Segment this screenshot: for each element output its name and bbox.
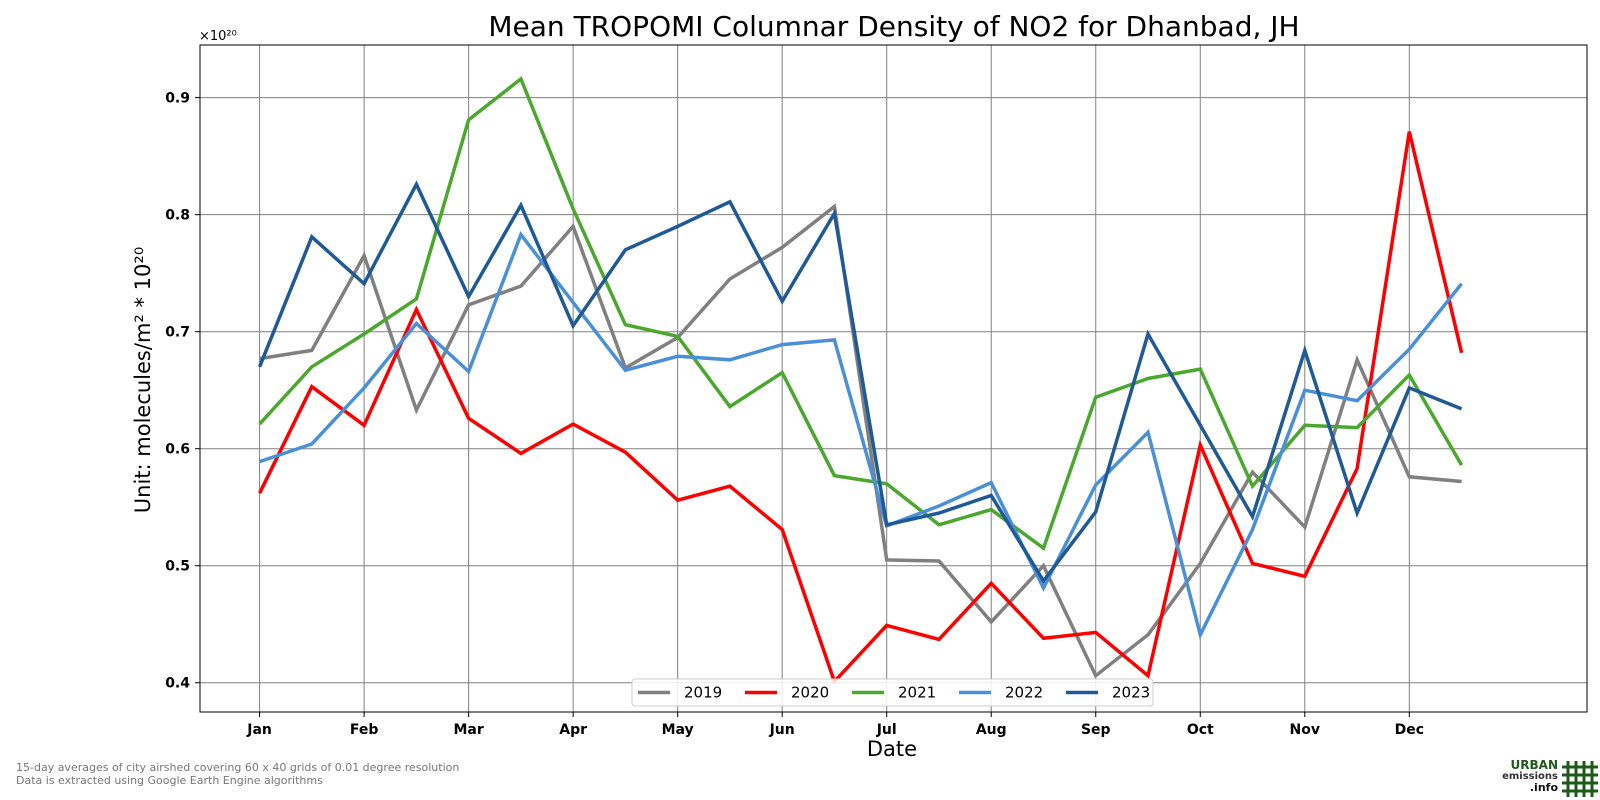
chart-title: Mean TROPOMI Columnar Density of NO2 for…: [488, 10, 1299, 43]
logo-info: .info: [1529, 781, 1558, 794]
x-tick-label: Oct: [1187, 722, 1214, 738]
x-tick-label: Apr: [559, 722, 587, 738]
legend-label-2020: 2020: [791, 684, 829, 702]
y-axis-scale-label: ×10²⁰: [199, 29, 237, 44]
legend-box: [631, 678, 1154, 707]
y-axis-label: Unit: molecules/m² * 10²⁰: [131, 247, 155, 513]
footnote: 15-day averages of city airshed covering…: [16, 761, 459, 787]
series-line-2022: [259, 231, 1463, 640]
legend: 2019 2020 2021 2022 2023: [631, 678, 1154, 707]
logo-text: URBAN emissions .info: [1500, 758, 1558, 794]
x-tick-label: Mar: [453, 722, 483, 738]
x-tick-label: Jul: [876, 722, 897, 738]
x-axis-label: Date: [867, 737, 917, 761]
logo-urban: URBAN: [1510, 758, 1558, 772]
x-tick-label: Sep: [1081, 722, 1111, 738]
urban-emissions-logo: URBAN emissions .info: [1500, 758, 1598, 798]
legend-label-2022: 2022: [1005, 684, 1043, 702]
logo-emissions: emissions: [1502, 771, 1558, 782]
legend-label-2019: 2019: [684, 684, 722, 702]
x-tick-label: Dec: [1395, 722, 1424, 738]
footnote-line-1: 15-day averages of city airshed covering…: [16, 761, 460, 774]
x-tick-label: Nov: [1290, 722, 1320, 738]
legend-label-2021: 2021: [898, 684, 936, 702]
x-tick-label: Feb: [350, 722, 379, 738]
x-tick-label: Jan: [246, 722, 272, 738]
series-line-2019: [259, 203, 1462, 679]
y-tick-label: 0.7: [165, 325, 190, 341]
y-tick-label: 0.5: [165, 559, 190, 575]
series-lines: [257, 76, 1464, 685]
y-tick-label: 0.9: [165, 91, 190, 107]
footnote-line-2: Data is extracted using Google Earth Eng…: [16, 774, 323, 787]
series-line-2021: [258, 76, 1464, 552]
series-line-2020: [258, 131, 1464, 685]
y-tick-label: 0.8: [165, 208, 190, 224]
y-tick-labels: 0.4 0.5 0.6 0.7 0.8 0.9: [165, 91, 200, 692]
x-tick-label: Aug: [976, 722, 1007, 738]
legend-label-2023: 2023: [1112, 684, 1150, 702]
hash-grid-icon: [1562, 761, 1598, 797]
x-tick-label: Jun: [769, 722, 795, 738]
y-tick-label: 0.6: [165, 442, 190, 458]
y-tick-label: 0.4: [165, 676, 190, 692]
series-line-2023: [257, 180, 1463, 585]
x-tick-labels: Jan Feb Mar Apr May Jun Jul Aug Sep Oct Nov Dec: [246, 712, 1424, 738]
x-tick-label: May: [662, 722, 694, 738]
plot-frame: [199, 44, 1588, 713]
